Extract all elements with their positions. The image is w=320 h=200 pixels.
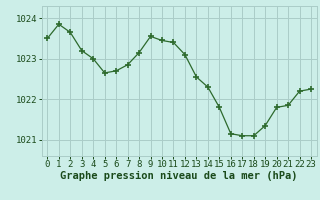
X-axis label: Graphe pression niveau de la mer (hPa): Graphe pression niveau de la mer (hPa) xyxy=(60,171,298,181)
